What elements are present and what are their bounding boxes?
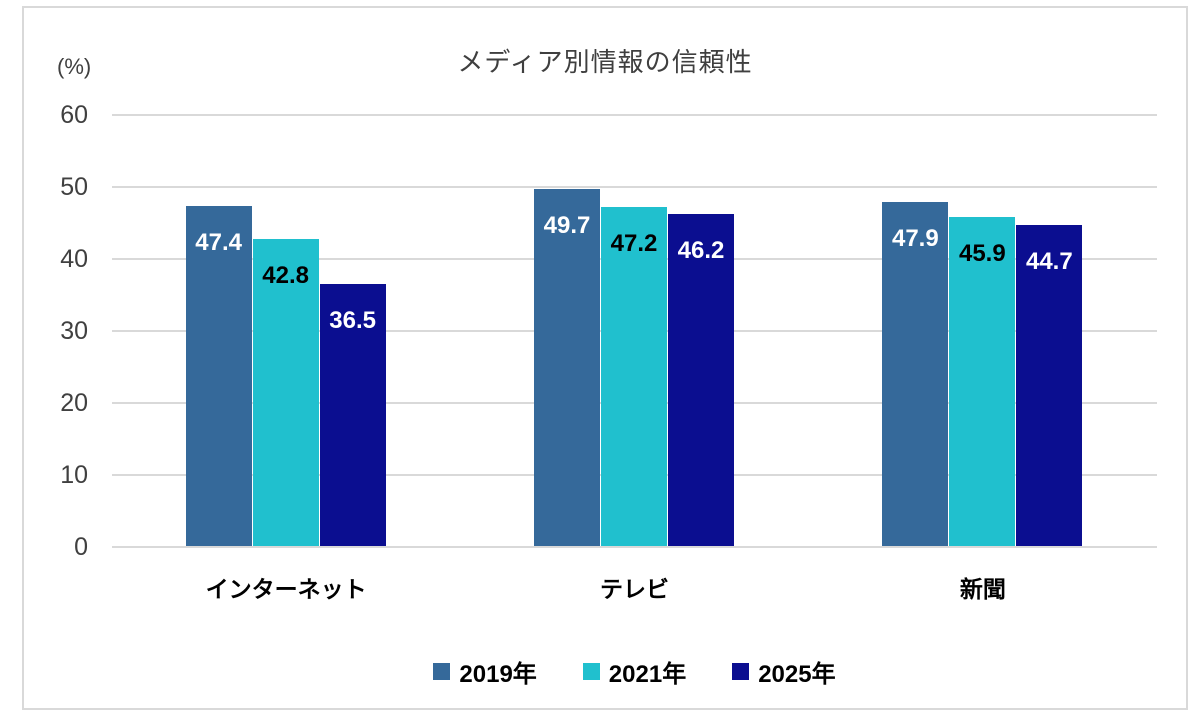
- x-axis-line: [112, 546, 1157, 548]
- bar-2019年-テレビ: [534, 189, 600, 547]
- bar-2021年-インターネット: [252, 238, 319, 547]
- category-label: インターネット: [205, 576, 367, 602]
- y-axis-tick-label: 20: [60, 389, 88, 417]
- legend-label: 2025年: [758, 661, 836, 688]
- legend-swatch-icon: [732, 663, 750, 680]
- bar-value-label: 47.9: [891, 225, 939, 253]
- bar-value-label: 49.7: [543, 212, 591, 240]
- bar-2025年-インターネット: [319, 284, 386, 547]
- y-axis-tick-label: 0: [74, 533, 88, 561]
- legend-swatch-icon: [433, 663, 451, 680]
- legend-label: 2019年: [459, 661, 537, 688]
- bar-value-label: 44.7: [1025, 248, 1073, 276]
- bar-2021年-テレビ: [601, 207, 667, 547]
- legend-item-2021年: 2021年: [582, 654, 687, 689]
- bar-value-label: 47.2: [610, 230, 658, 258]
- gridline: [112, 114, 1157, 116]
- bar-2019年-新聞: [882, 202, 949, 547]
- bar-2025年-テレビ: [668, 214, 734, 547]
- bar-2019年-インターネット: [185, 205, 252, 547]
- y-axis-unit-label: (%): [57, 54, 92, 79]
- legend-label: 2021年: [608, 661, 687, 688]
- y-axis-tick-label: 40: [60, 245, 88, 273]
- legend-item-2019年: 2019年: [433, 654, 537, 689]
- bar-2021年-新聞: [949, 216, 1016, 547]
- bar-value-label: 42.8: [262, 261, 310, 289]
- gridline: [112, 186, 1157, 188]
- chart-title: メディア別情報の信頼性: [457, 47, 753, 77]
- legend: 2019年 2021年 2025年: [112, 654, 1157, 689]
- y-axis-tick-label: 10: [60, 461, 88, 489]
- bar-value-label: 46.2: [677, 237, 725, 265]
- bar-2025年-新聞: [1016, 225, 1083, 547]
- bar-value-label: 36.5: [329, 307, 377, 335]
- plot-area: 0 10 20 30 40 50 60 47.4 42.8 36.5 インターネット 49.7 47.2…: [24, 8, 1186, 708]
- legend-item-2025年: 2025年: [732, 654, 836, 689]
- category-label: 新聞: [959, 576, 1006, 602]
- bar-value-label: 47.4: [195, 228, 243, 256]
- y-axis-tick-label: 50: [60, 173, 88, 201]
- y-axis-tick-label: 60: [60, 101, 88, 129]
- y-axis-tick-label: 30: [60, 317, 88, 345]
- category-label: テレビ: [599, 576, 669, 602]
- chart-container: (%) メディア別情報の信頼性 0 10 20 30 40 50 60 47.4 42.8 36.…: [22, 6, 1188, 710]
- legend-swatch-icon: [582, 663, 600, 680]
- bar-value-label: 45.9: [958, 239, 1006, 267]
